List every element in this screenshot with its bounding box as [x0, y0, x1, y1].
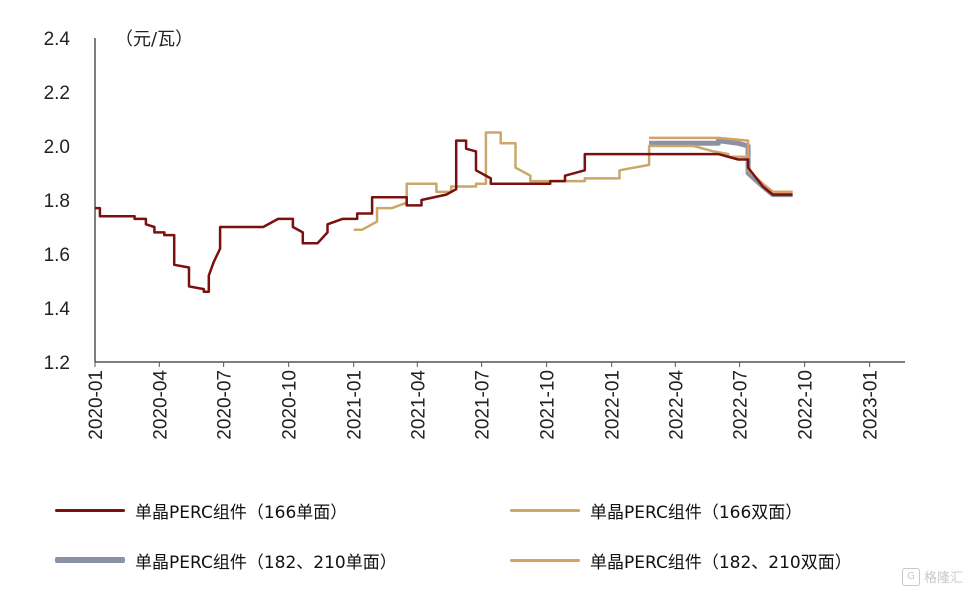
x-tick-label: 2021-04 [408, 370, 429, 440]
legend-item-182-210-bifacial: 单晶PERC组件（182、210双面） [510, 545, 852, 575]
legend-swatch [510, 508, 580, 512]
x-tick-label: 2020-04 [150, 370, 171, 440]
watermark: G 格隆汇 [901, 567, 963, 586]
x-tick-label: 2022-10 [796, 370, 817, 440]
x-tick-label: 2020-01 [86, 370, 107, 440]
legend-label: 单晶PERC组件（182、210双面） [590, 552, 852, 573]
legend-swatch [510, 558, 580, 562]
legend-label: 单晶PERC组件（166单面） [135, 502, 348, 523]
x-tick-label: 2023-01 [861, 370, 882, 440]
y-tick-label: 1.4 [44, 299, 71, 320]
y-tick-label: 2.0 [44, 137, 70, 158]
legend-swatch [55, 557, 125, 563]
legend-item-166-mono: 单晶PERC组件（166单面） [55, 495, 347, 525]
y-unit-label: （元/瓦） [115, 29, 193, 50]
x-tick-label: 2020-07 [215, 370, 236, 440]
x-tick-label: 2021-10 [538, 370, 559, 440]
legend: 单晶PERC组件（166单面） 单晶PERC组件（166双面） 单晶PERC组件… [55, 495, 955, 585]
series-line-2 [353, 131, 793, 231]
legend-item-182-210-mono: 单晶PERC组件（182、210单面） [55, 545, 397, 575]
y-tick-label: 1.8 [44, 191, 70, 212]
x-tick-label: 2021-07 [473, 370, 494, 440]
x-tick-label: 2022-04 [666, 370, 687, 440]
y-tick-label: 2.2 [44, 83, 70, 104]
x-tick-label: 2022-01 [603, 370, 624, 440]
x-tick-label: 2020-10 [280, 370, 301, 440]
axes [94, 38, 905, 363]
line-chart: （元/瓦） 2.4 2.2 2.0 1.8 1.6 1.4 1.2 2020-01 2020-… [44, 29, 905, 440]
legend-item-166-bifacial: 单晶PERC组件（166双面） [510, 495, 802, 525]
series-line-1 [95, 139, 793, 294]
y-tick-label: 2.4 [44, 29, 71, 50]
legend-label: 单晶PERC组件（182、210单面） [135, 552, 397, 573]
legend-label: 单晶PERC组件（166双面） [590, 502, 803, 523]
y-tick-label: 1.2 [44, 353, 70, 374]
series-line-3 [649, 138, 793, 198]
legend-swatch [55, 508, 125, 512]
series-line-4 [649, 136, 793, 194]
x-tick-label: 2021-01 [345, 370, 366, 440]
x-tick-label: 2022-07 [731, 370, 752, 440]
watermark-text: 格隆汇 [923, 571, 963, 586]
y-tick-label: 1.6 [44, 245, 70, 266]
watermark-logo-icon: G [901, 567, 920, 586]
